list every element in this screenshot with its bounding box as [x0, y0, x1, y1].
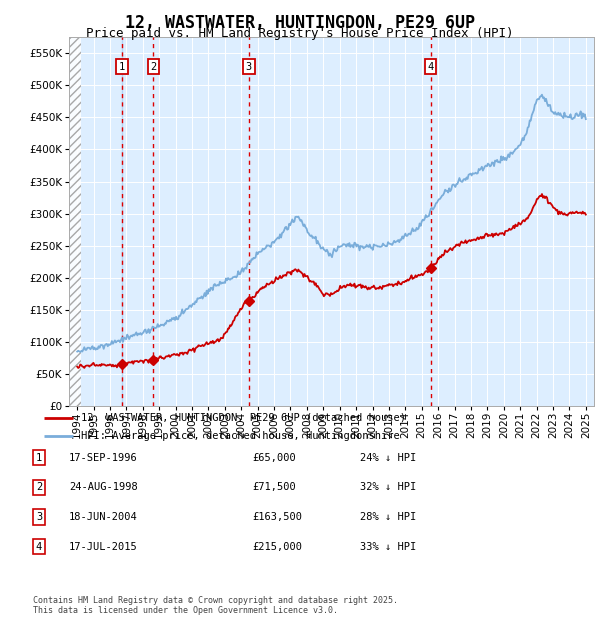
Text: Price paid vs. HM Land Registry's House Price Index (HPI): Price paid vs. HM Land Registry's House … [86, 27, 514, 40]
Text: 18-JUN-2004: 18-JUN-2004 [69, 512, 138, 522]
Text: 3: 3 [36, 512, 42, 522]
Text: £71,500: £71,500 [252, 482, 296, 492]
Text: 33% ↓ HPI: 33% ↓ HPI [360, 542, 416, 552]
Text: 17-JUL-2015: 17-JUL-2015 [69, 542, 138, 552]
Text: 2: 2 [36, 482, 42, 492]
Text: 24% ↓ HPI: 24% ↓ HPI [360, 453, 416, 463]
Bar [69, 37, 82, 406]
Text: Contains HM Land Registry data © Crown copyright and database right 2025.
This d: Contains HM Land Registry data © Crown c… [33, 596, 398, 615]
Text: 17-SEP-1996: 17-SEP-1996 [69, 453, 138, 463]
Text: 28% ↓ HPI: 28% ↓ HPI [360, 512, 416, 522]
Text: 1: 1 [119, 62, 125, 72]
Text: 3: 3 [245, 62, 252, 72]
Text: 24-AUG-1998: 24-AUG-1998 [69, 482, 138, 492]
Text: 12, WASTWATER, HUNTINGDON, PE29 6UP: 12, WASTWATER, HUNTINGDON, PE29 6UP [125, 14, 475, 32]
Text: £65,000: £65,000 [252, 453, 296, 463]
Text: 12, WASTWATER, HUNTINGDON, PE29 6UP (detached house): 12, WASTWATER, HUNTINGDON, PE29 6UP (det… [81, 413, 406, 423]
Text: 1: 1 [36, 453, 42, 463]
Text: 4: 4 [427, 62, 434, 72]
Text: HPI: Average price, detached house, Huntingdonshire: HPI: Average price, detached house, Hunt… [81, 430, 400, 441]
Text: 4: 4 [36, 542, 42, 552]
Text: 2: 2 [151, 62, 157, 72]
Text: £163,500: £163,500 [252, 512, 302, 522]
Text: £215,000: £215,000 [252, 542, 302, 552]
Text: 32% ↓ HPI: 32% ↓ HPI [360, 482, 416, 492]
